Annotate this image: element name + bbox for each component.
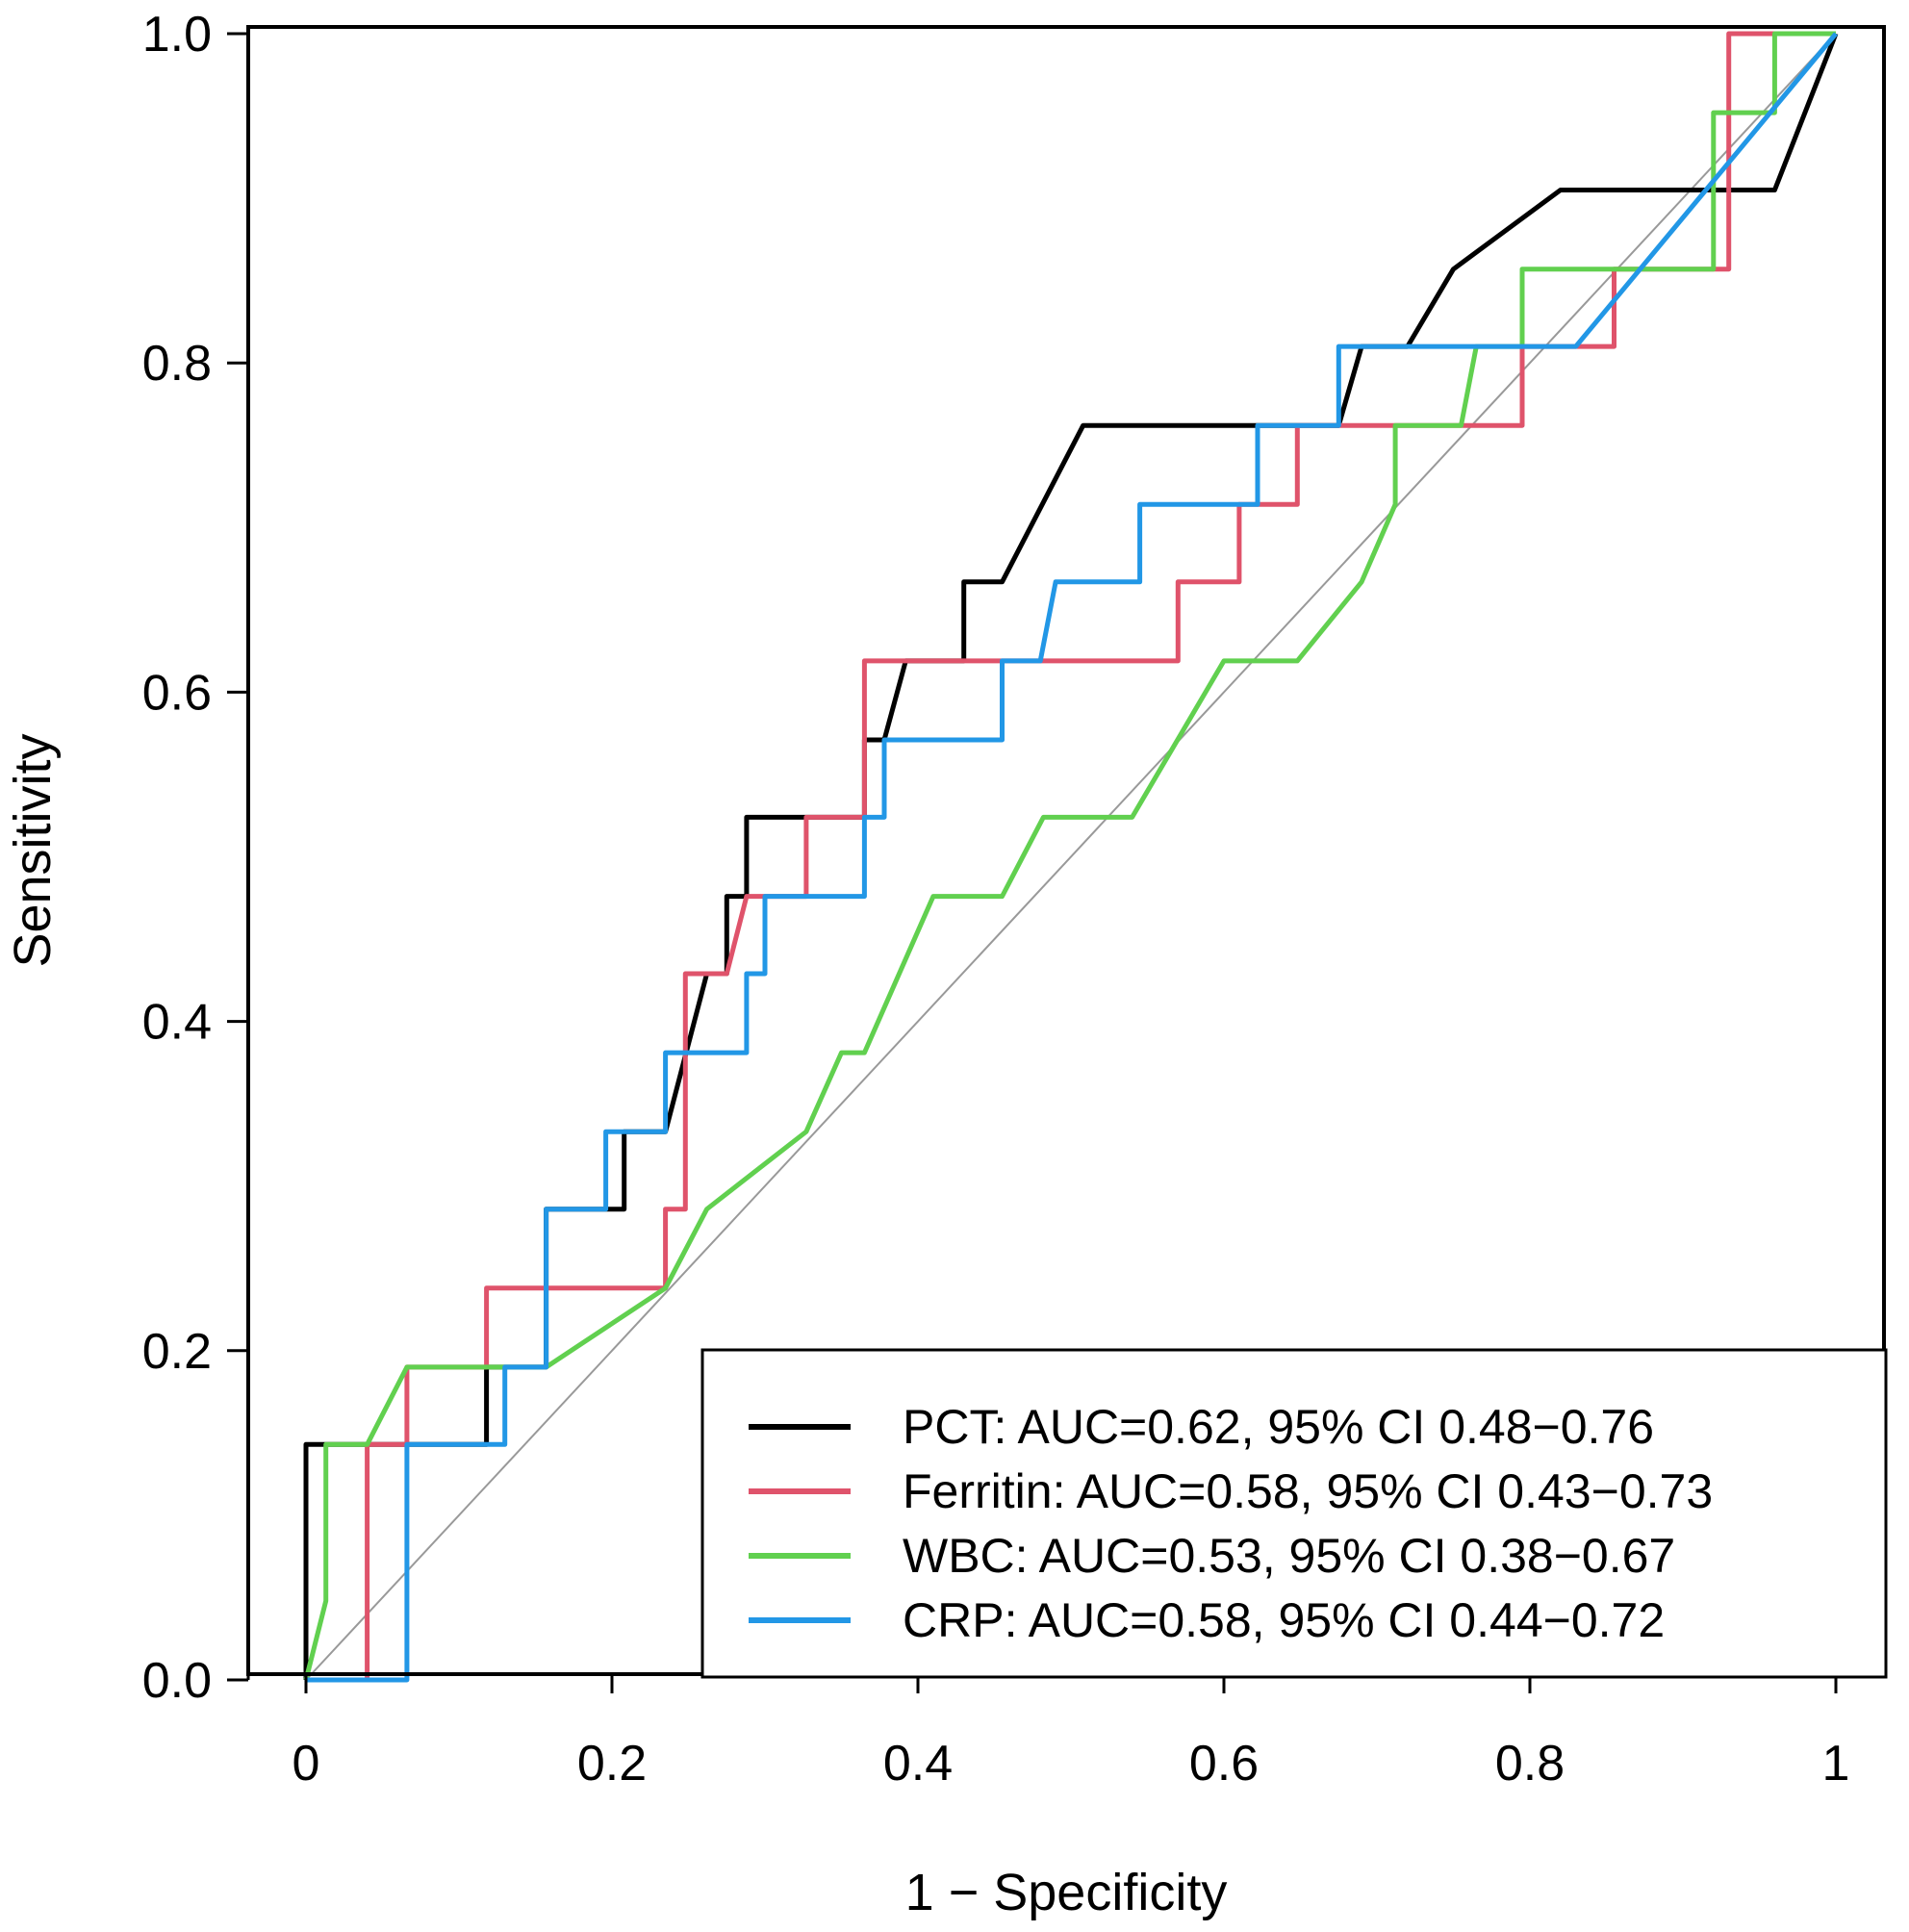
- x-tick-label: 0: [293, 1736, 320, 1792]
- y-tick-label: 1.0: [142, 7, 212, 63]
- y-tick-label: 0.6: [142, 665, 212, 721]
- legend-entry-wbc: WBC: AUC=0.53, 95% CI 0.38−0.67: [903, 1529, 1675, 1583]
- x-tick-label: 0.8: [1495, 1736, 1565, 1792]
- reference-diagonal: [305, 33, 1837, 1681]
- legend: PCT: AUC=0.62, 95% CI 0.48−0.76 Ferritin:…: [700, 1348, 1888, 1679]
- legend-entry-ferritin: Ferritin: AUC=0.58, 95% CI 0.43−0.73: [903, 1464, 1713, 1518]
- y-tick-label: 0.4: [142, 995, 212, 1051]
- legend-entry-pct: PCT: AUC=0.62, 95% CI 0.48−0.76: [903, 1400, 1654, 1454]
- x-axis: 0 0.2 0.4 0.6 0.8 1: [293, 1672, 1850, 1792]
- series-line-crp: [306, 32, 1838, 1683]
- x-tick-label: 0.6: [1189, 1736, 1259, 1792]
- x-tick-label: 1: [1822, 1736, 1850, 1792]
- legend-entry-crp: CRP: AUC=0.58, 95% CI 0.44−0.72: [903, 1593, 1665, 1647]
- y-tick-label: 0.8: [142, 336, 212, 392]
- x-axis-label: 1 − Specificity: [905, 1864, 1228, 1921]
- y-axis-label: Sensitivity: [4, 733, 62, 967]
- legend-box: [700, 1348, 1888, 1679]
- x-tick-label: 0.2: [577, 1736, 647, 1792]
- y-tick-label: 0.0: [142, 1653, 212, 1709]
- x-tick-label: 0.4: [883, 1736, 953, 1792]
- y-axis: 0.0 0.2 0.4 0.6 0.8 1.0: [142, 7, 250, 1709]
- y-tick-label: 0.2: [142, 1324, 212, 1380]
- series-line-wbc: [303, 31, 1836, 1681]
- series-layer: [303, 31, 1839, 1683]
